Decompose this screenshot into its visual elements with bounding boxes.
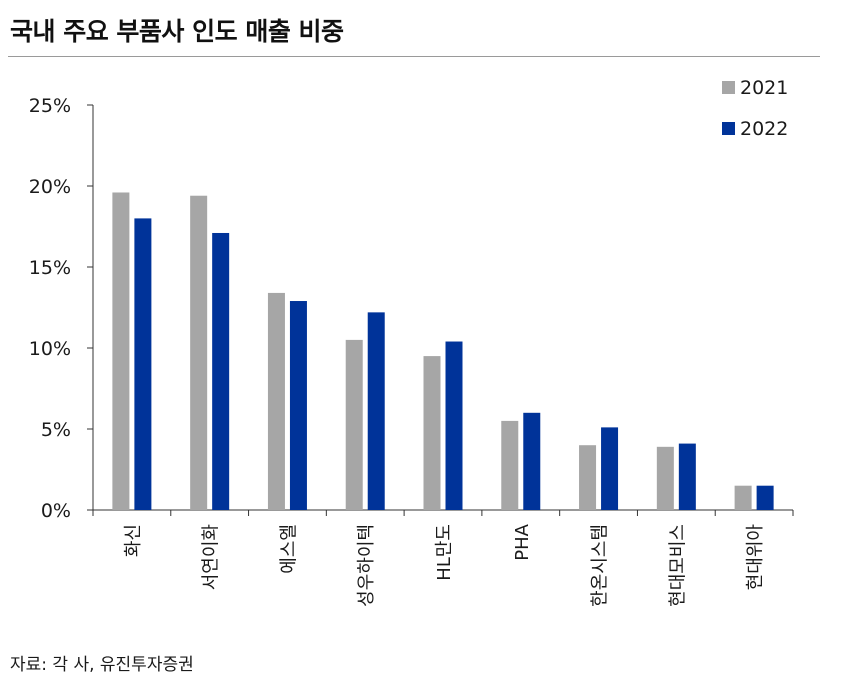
legend-label-2021: 2021 — [740, 77, 788, 99]
bar-chart: 0% 5% 10% 15% 20% 25% 화신 서연이화 에스엘 성우하이텍 HL만도 PHA 한온시… — [29, 77, 794, 607]
x-category-label: HL만도 — [434, 524, 455, 581]
x-category-label: 에스엘 — [278, 524, 299, 574]
bar-2022-8 — [756, 485, 774, 510]
y-tick-label: 20% — [29, 176, 71, 198]
bar-2021-4 — [423, 356, 441, 510]
bar-2021-3 — [345, 339, 363, 510]
bar-2021-6 — [579, 445, 597, 510]
bar-2021-5 — [501, 420, 519, 510]
x-category-label: 현대위아 — [745, 524, 766, 591]
bar-2021-8 — [734, 485, 752, 510]
bar-2022-4 — [445, 341, 463, 510]
x-category-label: PHA — [512, 523, 533, 560]
x-category-label: 한온시스템 — [590, 524, 611, 607]
bar-2022-6 — [601, 427, 619, 510]
title-divider — [8, 56, 820, 57]
y-tick-label: 0% — [41, 500, 71, 522]
bar-2021-1 — [190, 195, 208, 510]
bar-2022-1 — [212, 232, 230, 511]
bar-2021-2 — [267, 292, 285, 510]
bar-2021-0 — [112, 192, 130, 511]
bar-2021-7 — [656, 446, 674, 510]
legend-swatch-2022 — [722, 122, 735, 135]
bar-2022-3 — [367, 312, 385, 510]
legend-swatch-2021 — [722, 81, 735, 94]
legend-label-2022: 2022 — [740, 118, 788, 140]
bar-2022-2 — [289, 301, 307, 510]
bar-2022-5 — [523, 412, 541, 510]
bar-2022-0 — [134, 218, 152, 510]
y-tick-label: 25% — [29, 95, 71, 117]
x-category-label: 서연이화 — [201, 524, 222, 590]
bar-2022-7 — [678, 443, 696, 510]
y-tick-label: 15% — [29, 257, 71, 279]
x-category-label: 현대모비스 — [667, 524, 688, 607]
source-note: 자료: 각 사, 유진투자증권 — [10, 655, 194, 675]
x-category-label: 성우하이텍 — [356, 524, 377, 607]
chart-title: 국내 주요 부품사 인도 매출 비중 — [10, 17, 344, 46]
y-tick-label: 5% — [41, 419, 71, 441]
x-category-label: 화신 — [123, 524, 144, 557]
y-tick-label: 10% — [29, 338, 71, 360]
